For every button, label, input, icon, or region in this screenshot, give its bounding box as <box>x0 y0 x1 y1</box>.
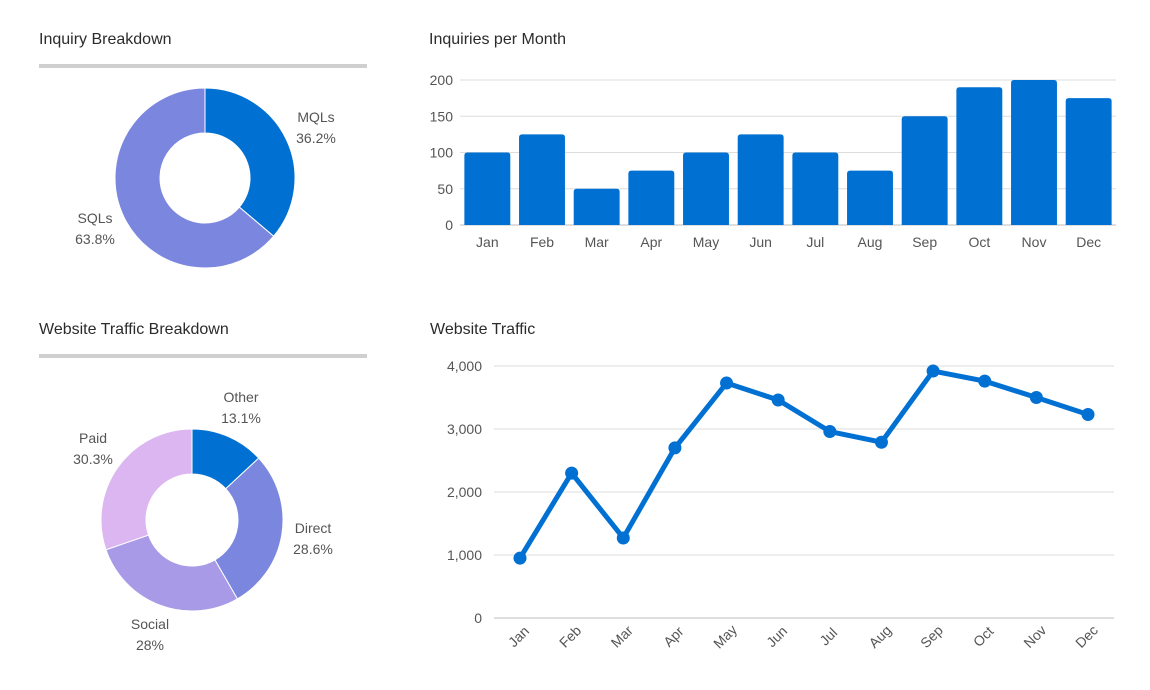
x-tick-jun: Jun <box>749 234 772 250</box>
bar-oct <box>956 87 1003 225</box>
website-traffic-breakdown-panel: Website Traffic Breakdown Other 13.1% Dire… <box>0 290 390 690</box>
sqls-slice <box>114 87 275 269</box>
y-tick-3-000: 3,000 <box>447 421 482 437</box>
x-tick-nov: Nov <box>1022 234 1047 250</box>
point-jun <box>771 393 785 407</box>
x-tick-jan: Jan <box>505 623 532 650</box>
direct-slice-label: Direct <box>295 520 332 536</box>
paid-slice-label: Paid <box>79 430 107 446</box>
bar-jul <box>792 152 839 225</box>
x-tick-jul: Jul <box>816 624 840 648</box>
x-tick-aug: Aug <box>858 234 883 250</box>
bar-jun <box>737 134 784 225</box>
other-slice-value: 13.1% <box>221 410 261 426</box>
sqls-slice-label: SQLs <box>77 210 112 226</box>
point-jan <box>513 551 527 565</box>
point-aug <box>874 435 888 449</box>
bar-aug <box>847 170 893 225</box>
bar-mar <box>573 188 620 225</box>
point-dec <box>1081 408 1095 422</box>
website-traffic-breakdown-title: Website Traffic Breakdown <box>39 321 229 338</box>
social-slice-value: 28% <box>136 637 164 653</box>
y-tick-0: 0 <box>445 217 453 233</box>
website-traffic-panel: Website Traffic 0 1,000 2,000 3,000 4,000 Jan… <box>390 290 1150 690</box>
y-tick-100: 100 <box>430 145 454 161</box>
bar-feb <box>519 134 565 225</box>
paid-slice-value: 30.3% <box>73 451 113 467</box>
x-tick-nov: Nov <box>1020 622 1049 651</box>
bar-may <box>683 152 729 225</box>
x-tick-jan: Jan <box>476 234 499 250</box>
x-tick-may: May <box>693 234 719 250</box>
x-tick-jul: Jul <box>806 234 824 250</box>
direct-slice <box>214 457 284 600</box>
x-tick-sep: Sep <box>912 234 937 250</box>
inquiries-per-month-title: Inquiries per Month <box>429 31 566 48</box>
point-oct <box>978 374 992 388</box>
y-tick-200: 200 <box>430 72 454 88</box>
inquiry-breakdown-panel: Inquiry Breakdown MQLs 36.2% SQLs 63.8% <box>0 0 390 290</box>
website-traffic-chart: 0 1,000 2,000 3,000 4,000 Jan Feb Mar Apr May Jun J… <box>447 358 1114 651</box>
y-tick-0: 0 <box>474 610 482 626</box>
inquiries-per-month-panel: Inquiries per Month 0 50 100 150 200 Jan Feb Ma… <box>390 0 1150 290</box>
x-tick-oct: Oct <box>968 234 990 250</box>
y-tick-1-000: 1,000 <box>447 547 482 563</box>
social-slice-label: Social <box>131 616 169 632</box>
bar-jan <box>464 152 511 225</box>
mqls-slice-label: MQLs <box>297 109 334 125</box>
bar-nov <box>1011 80 1057 225</box>
x-tick-jun: Jun <box>763 623 790 650</box>
bar-sep <box>901 116 948 225</box>
inquiries-per-month-chart: 0 50 100 150 200 Jan Feb Mar Apr May Jun Jul Aug Sep O… <box>430 72 1116 250</box>
y-tick-50: 50 <box>437 181 453 197</box>
website-traffic-title: Website Traffic <box>430 321 536 338</box>
mqls-slice <box>204 87 296 237</box>
inquiry-breakdown-chart: MQLs 36.2% SQLs 63.8% <box>75 87 336 269</box>
mqls-slice-value: 36.2% <box>296 130 336 146</box>
sqls-slice-value: 63.8% <box>75 231 115 247</box>
website-traffic-breakdown-chart: Other 13.1% Direct 28.6% Social 28% Paid 30.3% <box>73 389 333 653</box>
x-tick-sep: Sep <box>917 622 946 651</box>
other-slice-label: Other <box>223 389 258 405</box>
y-tick-4-000: 4,000 <box>447 358 482 374</box>
y-tick-150: 150 <box>430 108 454 124</box>
point-mar <box>616 531 630 545</box>
point-feb <box>565 466 579 480</box>
x-tick-apr: Apr <box>660 623 687 650</box>
inquiry-breakdown-divider <box>39 64 367 68</box>
x-tick-dec: Dec <box>1076 234 1101 250</box>
social-slice <box>105 534 239 612</box>
y-tick-2-000: 2,000 <box>447 484 482 500</box>
traffic-line <box>517 368 1091 561</box>
point-may <box>720 376 734 390</box>
x-tick-feb: Feb <box>556 622 585 651</box>
direct-slice-value: 28.6% <box>293 541 333 557</box>
point-nov <box>1029 391 1043 404</box>
point-apr <box>668 441 682 455</box>
x-tick-feb: Feb <box>530 234 554 250</box>
point-jul <box>823 425 837 439</box>
x-tick-may: May <box>710 621 740 651</box>
paid-slice <box>100 428 193 551</box>
inquiry-breakdown-title: Inquiry Breakdown <box>39 31 172 48</box>
x-tick-apr: Apr <box>640 234 662 250</box>
point-sep <box>926 364 940 378</box>
x-tick-aug: Aug <box>865 622 894 651</box>
bar-apr <box>628 170 675 225</box>
bar-dec <box>1065 98 1112 225</box>
x-tick-oct: Oct <box>970 623 997 650</box>
x-tick-dec: Dec <box>1072 622 1101 651</box>
x-tick-mar: Mar <box>585 234 609 250</box>
website-traffic-breakdown-divider <box>39 354 367 358</box>
x-tick-mar: Mar <box>608 622 637 651</box>
